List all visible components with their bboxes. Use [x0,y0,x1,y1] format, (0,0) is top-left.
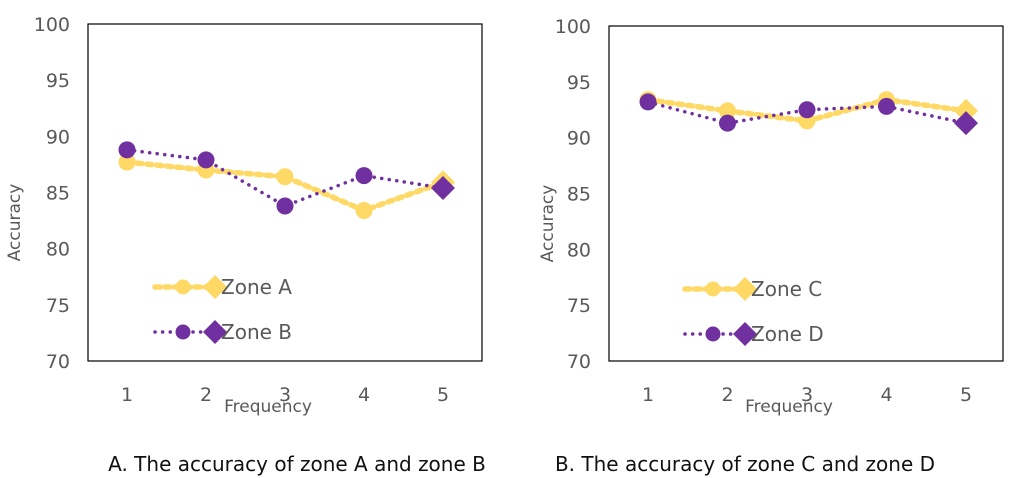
data-point [639,93,657,111]
x-tick-label: 1 [121,384,133,406]
y-tick-label: 85 [46,183,70,205]
y-axis-title: Accuracy [538,185,558,263]
y-tick-label: 95 [567,72,591,94]
legend-marker-diamond [733,322,757,346]
series-line [646,100,968,125]
legend-entry: Zone D [683,322,824,346]
y-tick-label: 100 [555,16,591,38]
series-zone-d [639,93,978,136]
legend-marker-circle [705,281,721,297]
x-axis-title: Frequency [224,397,312,417]
x-tick-label: 5 [960,384,972,406]
data-point [355,201,373,219]
figure-caption: B. The accuracy of zone C and zone D [555,452,935,476]
data-point [355,167,373,185]
data-point [276,168,294,186]
legend-marker-diamond [203,320,227,344]
y-tick-label: 85 [567,184,591,206]
x-tick-label: 5 [437,384,449,406]
y-tick-label: 100 [34,14,70,36]
figure-caption: A. The accuracy of zone A and zone B [108,452,486,476]
legend-label: Zone A [221,275,292,299]
data-point [118,153,136,171]
y-tick-label: 80 [567,239,591,261]
data-point [276,197,294,215]
data-point [719,114,736,132]
y-tick-label: 70 [567,351,591,373]
data-point [719,102,736,120]
x-axis-title: Frequency [745,397,833,417]
y-tick-label: 95 [46,70,70,92]
x-tick-label: 2 [200,384,212,406]
y-tick-label: 70 [46,351,70,373]
chart-panel-2: 70 75 80 85 90 95 100 1 2 3 4 5 Frequency Accuracy Zon… [538,16,1004,476]
legend-marker-diamond [733,277,757,301]
chart-panel-1: 70 75 80 85 90 95 100 1 2 3 4 5 Frequency Accuracy Zon… [5,14,486,476]
y-tick-label: 75 [567,295,591,317]
x-tick-label: 4 [358,384,370,406]
x-tick-label: 3 [801,384,813,406]
legend-marker-circle [175,324,191,340]
legend-label: Zone B [221,320,292,344]
data-point [118,141,136,159]
x-tick-label: 1 [642,384,654,406]
data-point [878,97,895,115]
data-point-diamond [954,98,978,123]
x-tick-label: 2 [721,384,733,406]
legend-marker-circle [705,326,721,342]
legend-entry: Zone C [682,277,822,301]
series-zone-b [118,141,455,215]
y-tick-label: 90 [567,128,591,150]
y-tick-label: 80 [46,239,70,261]
data-point [798,101,816,119]
x-tick-label: 3 [279,384,291,406]
legend-marker-diamond [203,275,227,299]
y-tick-label: 90 [46,126,70,148]
data-point-diamond [431,176,455,201]
legend-label: Zone C [751,277,822,301]
legend-label: Zone D [751,322,824,346]
legend-entry: Zone B [153,320,292,344]
series-line [125,148,445,208]
data-point-diamond [954,111,978,136]
plot-area-frame [87,23,483,362]
legend-marker-circle [175,279,191,295]
legend-entry: Zone A [152,275,292,299]
plot-area-frame [608,25,1004,362]
x-tick-label: 4 [880,384,892,406]
y-tick-label: 75 [46,295,70,317]
y-axis-title: Accuracy [5,184,25,262]
data-point [197,151,215,169]
